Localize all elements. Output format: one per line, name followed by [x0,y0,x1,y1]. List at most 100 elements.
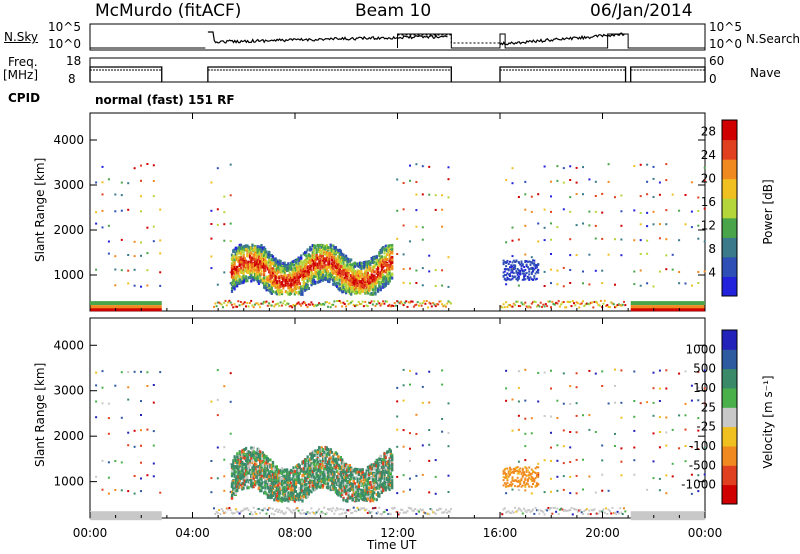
power-echo-cell [619,304,622,307]
power-echo-cell [503,268,506,270]
velocity-echo-cell [280,472,284,476]
velocity-echo-cell [550,460,552,462]
velocity-echo-cell [371,507,374,510]
velocity-echo-cell [342,487,345,491]
velocity-echo-cell [268,507,271,510]
power-echo-cell [370,276,373,280]
power-echo-cell [447,285,450,288]
power-echo-cell [346,288,349,292]
velocity-echo-cell [271,471,275,475]
velocity-echo-cell [329,456,332,460]
power-echo-cell [343,303,346,305]
power-echo-cell [332,276,335,280]
velocity-echo-cell [260,460,263,464]
power-echo-cell [301,266,304,270]
velocity-echo-cell [284,493,287,497]
velocity-echo-cell [260,478,263,482]
velocity-echo-cell [315,468,318,472]
velocity-echo-cell [329,474,332,478]
power-echo-cell [229,222,232,225]
velocity-echo-cell [302,463,305,467]
velocity-echo-cell [274,484,277,488]
power-echo-cell [307,287,310,290]
velocity-echo-cell [236,465,239,468]
velocity-echo-cell [296,464,299,467]
power-echo-cell [610,301,613,304]
power-echo-cell [333,269,336,273]
velocity-echo-cell [517,386,520,389]
power-echo-cell [384,257,387,261]
power-echo-cell [309,264,312,268]
power-echo-cell [338,255,341,259]
velocity-echo-cell [332,482,335,486]
power-echo-cell [248,250,252,254]
power-echo-cell [380,255,383,259]
power-echo-cell [268,267,271,271]
power-echo-cell [297,264,300,268]
power-echo-cell [327,258,330,261]
power-echo-cell [409,282,411,285]
velocity-echo-cell [259,512,262,515]
velocity-echo-cell [261,469,264,473]
velocity-echo-cell [332,478,335,482]
power-echo-cell [507,304,510,307]
velocity-echo-cell [270,491,273,495]
velocity-echo-cell [690,384,693,387]
power-echo-cell [252,253,255,257]
power-echo-cell [337,300,340,302]
power-echo-cell [336,275,339,279]
power-echo-cell [665,209,668,212]
power-echo-cell [351,273,354,277]
power-echo-cell [120,181,123,184]
velocity-echo-cell [316,465,319,469]
velocity-echo-cell [304,461,307,465]
velocity-echo-cell [279,487,282,491]
power-echo-cell [384,260,387,264]
power-echo-cell [511,277,514,280]
velocity-echo-cell [375,512,378,515]
velocity-echo-cell [391,507,394,510]
power-echo-cell [351,278,354,282]
power-echo-cell [348,279,351,283]
velocity-echo-cell [288,484,291,488]
power-echo-cell [101,165,104,168]
power-echo-cell [302,274,305,278]
power-echo-cell [360,265,363,269]
velocity-echo-cell [347,509,350,512]
power-echo-cell [537,304,540,307]
power-echo-cell [402,182,405,184]
velocity-echo-cell [346,509,349,512]
velocity-echo-cell [252,453,255,457]
power-echo-cell [391,255,394,259]
power-echo-cell [264,258,267,262]
power-echo-cell [298,259,301,262]
power-echo-cell [210,181,213,184]
power-echo-cell [329,248,332,252]
power-echo-cell [415,303,418,306]
power-echo-cell [260,279,263,283]
power-echo-cell [339,255,342,259]
power-echo-cell [306,248,309,252]
velocity-echo-cell [566,509,569,512]
velocity-echo-cell [330,460,334,464]
power-echo-cell [575,181,578,184]
power-echo-cell [520,301,523,304]
power-echo-cell [284,290,287,294]
velocity-echo-cell [210,400,213,403]
power-echo-cell [152,180,155,182]
velocity-echo-cell [289,497,293,501]
power-echo-cell [306,266,309,270]
velocity-echo-cell [324,481,327,485]
power-echo-cell [250,264,253,268]
power-echo-cell [348,285,351,289]
power-echo-cell [601,269,604,272]
power-echo-cell [373,256,376,260]
power-echo-cell [259,273,262,277]
power-echo-cell [312,268,316,271]
noise-search-dotted [397,34,500,44]
power-echo-cell [323,251,326,254]
power-echo-cell [342,284,345,288]
velocity-echo-cell [539,509,542,512]
power-echo-cell [541,306,543,308]
power-echo-cell [359,291,362,295]
